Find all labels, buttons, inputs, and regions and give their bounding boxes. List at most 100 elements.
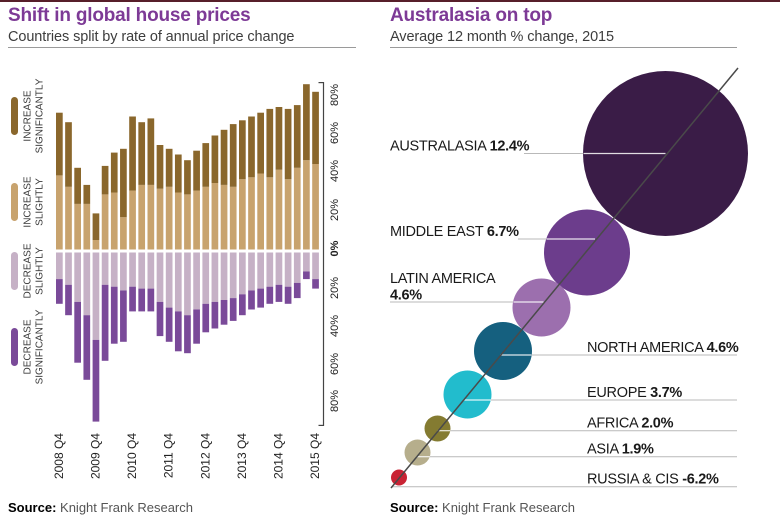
bar-increase-slightly (239, 179, 246, 250)
bar-decrease-slightly (275, 252, 283, 285)
x-tick-label: 2013 Q4 (235, 433, 249, 479)
legend-label: INCREASE (23, 176, 34, 227)
bar-increase-significantly (110, 152, 118, 193)
bar-decrease-significantly (220, 300, 228, 325)
bar-decrease-significantly (202, 303, 210, 333)
bar-increase-significantly (193, 150, 200, 191)
bar-increase-slightly (156, 188, 164, 250)
bar-decrease-slightly (229, 252, 237, 299)
y-tick-label: 80% (329, 390, 341, 412)
bar-decrease-slightly (65, 252, 72, 285)
bar-increase-slightly (284, 179, 292, 250)
bar-decrease-slightly (83, 252, 91, 316)
bar-increase-significantly (211, 135, 219, 183)
y-tick-label: 80% (329, 84, 341, 106)
bar-decrease-significantly (293, 282, 301, 299)
bubble-africa (424, 415, 451, 442)
bar-increase-slightly (147, 184, 155, 250)
bar-increase-slightly (83, 203, 91, 250)
left-source-label: Source: (8, 500, 57, 515)
bubble-label: AFRICA 2.0% (587, 416, 674, 432)
bar-increase-significantly (275, 107, 283, 170)
bar-increase-slightly (184, 194, 191, 250)
bar-decrease-significantly (229, 298, 237, 321)
left-divider (8, 47, 356, 48)
bar-increase-slightly (74, 203, 81, 250)
bar-increase-significantly (312, 91, 319, 164)
bar-decrease-significantly (211, 301, 219, 329)
bar-decrease-significantly (120, 290, 127, 342)
bar-increase-significantly (202, 143, 210, 187)
bar-decrease-slightly (293, 252, 301, 283)
bar-increase-significantly (303, 84, 310, 161)
left-source-text: Knight Frank Research (60, 500, 193, 515)
trend-line (390, 67, 739, 489)
bar-decrease-significantly (312, 279, 319, 289)
legend-label: SIGNIFICANTLY (35, 78, 46, 153)
y-tick-label: 20% (329, 199, 341, 221)
bar-increase-significantly (229, 124, 237, 187)
bar-decrease-significantly (303, 271, 310, 280)
bar-decrease-slightly (202, 252, 210, 304)
bubble-label: ASIA 1.9% (587, 442, 654, 458)
bar-decrease-slightly (312, 252, 319, 280)
bar-decrease-slightly (110, 252, 118, 287)
bubble-label: NORTH AMERICA 4.6% (587, 340, 739, 356)
bar-decrease-significantly (284, 286, 292, 304)
bar-increase-significantly (120, 148, 127, 218)
bar-decrease-slightly (266, 252, 274, 287)
bar-increase-slightly (312, 164, 319, 250)
bar-decrease-significantly (193, 309, 200, 344)
bar-increase-slightly (248, 177, 255, 250)
bar-decrease-slightly (193, 252, 200, 310)
legend-label: SIGNIFICANTLY (35, 309, 46, 384)
bar-increase-slightly (165, 186, 173, 250)
x-tick-label: 2014 Q4 (271, 433, 285, 479)
bar-increase-slightly (92, 240, 100, 250)
bar-decrease-slightly (211, 252, 219, 302)
bar-increase-significantly (83, 184, 91, 204)
bar-decrease-significantly (129, 286, 136, 312)
y-tick-label: 20% (329, 277, 341, 299)
left-chart-subtitle: Countries split by rate of annual price … (8, 29, 295, 45)
bar-decrease-slightly (101, 252, 109, 285)
bar-decrease-significantly (184, 315, 191, 354)
bar-increase-slightly (303, 160, 310, 250)
bar-decrease-significantly (110, 286, 118, 344)
y-tick-label: 0% (329, 240, 341, 256)
bar-increase-significantly (248, 116, 255, 178)
bubble-label: 4.6% (390, 288, 422, 304)
bar-increase-slightly (266, 177, 274, 250)
left-source: Source: Knight Frank Research (8, 500, 193, 515)
bar-increase-slightly (193, 190, 200, 250)
bubble-north-america (474, 322, 532, 380)
bar-increase-slightly (101, 194, 109, 250)
bar-increase-slightly (229, 186, 237, 250)
x-tick-label: 2010 Q4 (125, 433, 139, 479)
y-tick-label: 40% (329, 160, 341, 182)
bubble-label: AUSTRALASIA 12.4% (390, 139, 530, 155)
bar-decrease-significantly (165, 307, 173, 342)
bar-increase-significantly (56, 112, 63, 176)
x-tick-label: 2011 Q4 (162, 433, 176, 478)
bar-decrease-slightly (147, 252, 155, 289)
bar-decrease-significantly (65, 284, 72, 316)
bar-decrease-significantly (248, 290, 255, 310)
right-source-label: Source: (390, 500, 439, 515)
legend-swatch (11, 97, 18, 135)
bar-decrease-significantly (147, 288, 155, 312)
x-tick-label: 2008 Q4 (52, 433, 66, 479)
bar-increase-slightly (110, 192, 118, 250)
bubble-latin-america (512, 278, 571, 337)
bar-increase-significantly (129, 116, 136, 191)
bar-decrease-significantly (257, 288, 264, 308)
bar-increase-slightly (129, 190, 136, 250)
x-tick-label: 2015 Q4 (308, 433, 322, 479)
legend-swatch (11, 328, 18, 366)
bar-increase-significantly (220, 129, 228, 185)
bar-increase-slightly (174, 192, 182, 250)
bar-increase-slightly (202, 186, 210, 250)
bar-decrease-slightly (156, 252, 164, 302)
